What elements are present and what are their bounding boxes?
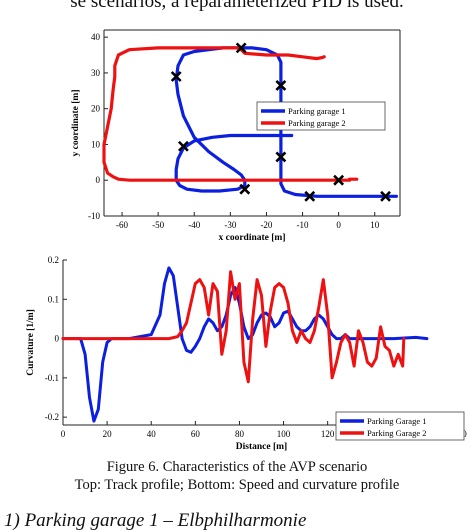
y-tick-label: 0 [96, 175, 101, 185]
y-tick-label: 40 [91, 32, 101, 42]
track-profile-chart: -60 -50 -40 -30 -20 -10 0 10 -10 0 10 20 30 40 x coord… [71, 29, 401, 243]
waypoint-marker [235, 42, 247, 54]
y-tick-label: -10 [88, 211, 100, 221]
waypoint-marker [239, 183, 251, 195]
series-line-2 [102, 46, 359, 182]
y-tick-label: 20 [91, 104, 101, 114]
waypoint-marker [177, 140, 189, 152]
y-tick-label: 0.1 [48, 294, 59, 304]
waypoint-marker [380, 190, 391, 202]
y-tick-label: 0 [55, 334, 60, 344]
figure-charts: -60 -50 -40 -30 -20 -10 0 10 -10 0 10 20 30 40 x coord… [26, 29, 467, 452]
x-tick-label: 20 [103, 429, 113, 439]
legend-box [256, 101, 386, 131]
x-tick-label: -40 [188, 220, 200, 230]
body-text-top: se scenarios, a reparameterized PID is u… [70, 0, 404, 12]
y-tick-label: -0.1 [45, 373, 59, 383]
legend-label: Parking Garage 2 [367, 428, 426, 438]
waypoint-marker [333, 174, 345, 186]
x-tick-label: -50 [152, 220, 164, 230]
x-tick-label: 10 [370, 220, 380, 230]
y-tick-label: 0.2 [48, 255, 59, 265]
legend-label: Parking garage 1 [288, 106, 346, 116]
legend-box [335, 411, 465, 441]
curvature-profile-chart: 020406080100120140160180-0.2-0.100.10.2D… [26, 255, 467, 452]
section-heading-partial: 1) Parking garage 1 – Elbphilharmonie [4, 510, 307, 531]
x-tick-label: 120 [321, 429, 335, 439]
x-tick-label: 80 [235, 429, 245, 439]
y-tick-label: 30 [91, 68, 101, 78]
x-tick-label: 0 [61, 429, 66, 439]
y-axis-title: y coordinate [m] [71, 89, 81, 156]
x-tick-label: 0 [336, 220, 341, 230]
x-axis-title: x coordinate [m] [218, 233, 285, 243]
waypoint-marker [275, 80, 287, 91]
y-axis-title: Curvature [1/m] [26, 309, 36, 376]
y-tick-label: -0.2 [45, 412, 59, 422]
series-line-1 [174, 46, 398, 198]
y-tick-label: 10 [91, 139, 101, 149]
x-tick-label: 40 [147, 429, 157, 439]
x-tick-label: -60 [116, 220, 128, 230]
x-tick-label: 60 [191, 429, 201, 439]
x-tick-label: -20 [260, 220, 272, 230]
series-line-2 [61, 270, 406, 384]
waypoint-marker [275, 151, 287, 163]
legend-label: Parking garage 2 [288, 118, 346, 128]
x-axis-title: Distance [m] [236, 442, 287, 452]
legend-label: Parking Garage 1 [367, 416, 426, 426]
x-tick-label: -30 [224, 220, 236, 230]
x-tick-label: -10 [297, 220, 309, 230]
waypoint-marker [304, 190, 316, 202]
series-line-1 [61, 266, 429, 423]
figure-caption: Figure 6. Characteristics of the AVP sce… [106, 459, 368, 475]
figure-subcaption: Top: Track profile; Bottom: Speed and cu… [74, 477, 400, 493]
x-tick-label: 100 [277, 429, 291, 439]
waypoint-marker [170, 71, 182, 82]
